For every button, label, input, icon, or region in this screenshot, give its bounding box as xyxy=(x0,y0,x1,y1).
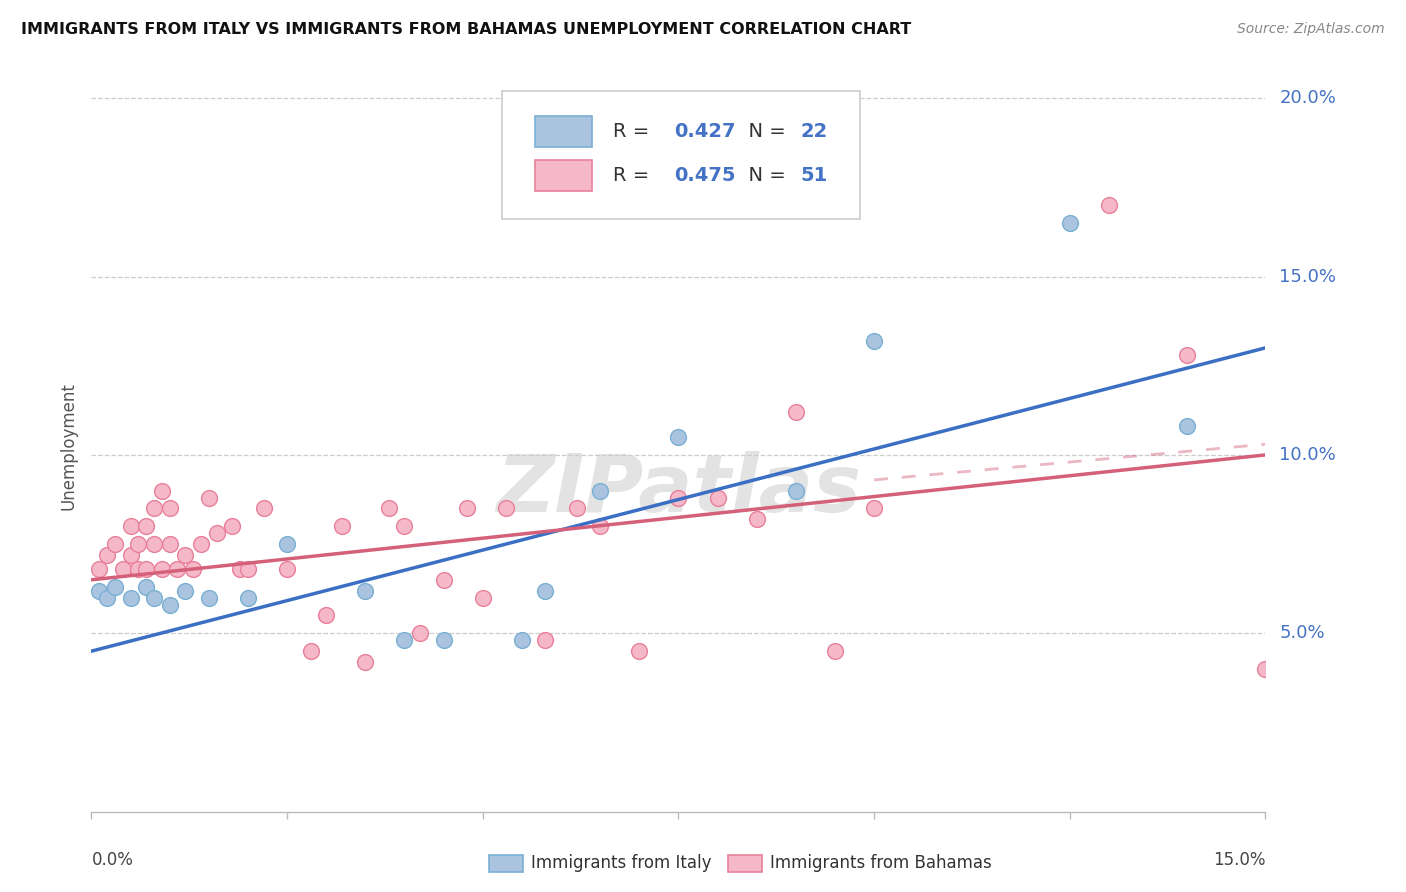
Point xyxy=(471,591,494,605)
Point xyxy=(456,501,478,516)
Point xyxy=(276,562,298,576)
Point xyxy=(120,591,142,605)
Point xyxy=(166,562,188,576)
Point xyxy=(354,655,377,669)
Point xyxy=(143,501,166,516)
Point xyxy=(96,591,118,605)
Point xyxy=(159,501,181,516)
Point xyxy=(785,405,807,419)
Point xyxy=(143,591,166,605)
Point xyxy=(628,644,651,658)
Point xyxy=(510,633,533,648)
Point xyxy=(565,501,588,516)
Point xyxy=(432,573,454,587)
Point xyxy=(706,491,728,505)
Point xyxy=(89,562,111,576)
Text: IMMIGRANTS FROM ITALY VS IMMIGRANTS FROM BAHAMAS UNEMPLOYMENT CORRELATION CHART: IMMIGRANTS FROM ITALY VS IMMIGRANTS FROM… xyxy=(21,22,911,37)
Point xyxy=(824,644,846,658)
Point xyxy=(299,644,322,658)
Text: N =: N = xyxy=(735,122,792,141)
Point xyxy=(135,562,157,576)
Point xyxy=(205,526,228,541)
Point xyxy=(127,562,149,576)
Text: Source: ZipAtlas.com: Source: ZipAtlas.com xyxy=(1237,22,1385,37)
Point xyxy=(127,537,149,551)
Text: Immigrants from Italy: Immigrants from Italy xyxy=(531,855,711,872)
FancyBboxPatch shape xyxy=(536,160,592,191)
Point xyxy=(315,608,337,623)
Text: ZIPatlas: ZIPatlas xyxy=(496,450,860,529)
Y-axis label: Unemployment: Unemployment xyxy=(59,382,77,510)
Point xyxy=(666,491,689,505)
Point xyxy=(534,583,557,598)
Point xyxy=(236,562,259,576)
Point xyxy=(120,519,142,533)
Text: 5.0%: 5.0% xyxy=(1279,624,1324,642)
Point xyxy=(120,548,142,562)
Point xyxy=(89,583,111,598)
Point xyxy=(409,626,432,640)
Point xyxy=(394,633,416,648)
Point xyxy=(1059,216,1081,230)
Point xyxy=(330,519,353,533)
Point xyxy=(229,562,252,576)
Text: 10.0%: 10.0% xyxy=(1279,446,1336,464)
Point xyxy=(111,562,134,576)
Point xyxy=(143,537,166,551)
Point xyxy=(181,562,204,576)
Point xyxy=(863,501,886,516)
Text: Immigrants from Bahamas: Immigrants from Bahamas xyxy=(770,855,993,872)
Text: 0.0%: 0.0% xyxy=(91,851,134,869)
Point xyxy=(589,519,612,533)
Point xyxy=(174,548,197,562)
Point xyxy=(666,430,689,444)
Point xyxy=(252,501,274,516)
Point xyxy=(1254,662,1277,676)
Text: 0.475: 0.475 xyxy=(673,166,735,185)
Point xyxy=(135,519,157,533)
Text: 15.0%: 15.0% xyxy=(1213,851,1265,869)
Point xyxy=(174,583,197,598)
Point xyxy=(221,519,243,533)
Point xyxy=(495,501,517,516)
Point xyxy=(394,519,416,533)
Point xyxy=(159,598,181,612)
Point xyxy=(197,591,219,605)
Point xyxy=(197,491,219,505)
Point xyxy=(534,633,557,648)
FancyBboxPatch shape xyxy=(536,116,592,147)
Point xyxy=(589,483,612,498)
Point xyxy=(1098,198,1121,212)
Point xyxy=(236,591,259,605)
Point xyxy=(96,548,118,562)
Point xyxy=(150,483,173,498)
Text: R =: R = xyxy=(613,122,655,141)
Point xyxy=(863,334,886,348)
Text: R =: R = xyxy=(613,166,655,185)
Point xyxy=(104,537,127,551)
Point xyxy=(378,501,401,516)
Point xyxy=(1175,348,1198,362)
Point xyxy=(432,633,454,648)
Text: N =: N = xyxy=(735,166,792,185)
Point xyxy=(745,512,768,526)
Point xyxy=(159,537,181,551)
Point xyxy=(1175,419,1198,434)
FancyBboxPatch shape xyxy=(502,91,860,219)
Text: 51: 51 xyxy=(800,166,828,185)
Point xyxy=(150,562,173,576)
Point xyxy=(104,580,127,594)
Point xyxy=(135,580,157,594)
Text: 0.427: 0.427 xyxy=(673,122,735,141)
Point xyxy=(354,583,377,598)
Text: 20.0%: 20.0% xyxy=(1279,89,1336,107)
Point xyxy=(190,537,212,551)
Text: 15.0%: 15.0% xyxy=(1279,268,1336,285)
Point xyxy=(276,537,298,551)
Text: 22: 22 xyxy=(800,122,828,141)
Point xyxy=(785,483,807,498)
